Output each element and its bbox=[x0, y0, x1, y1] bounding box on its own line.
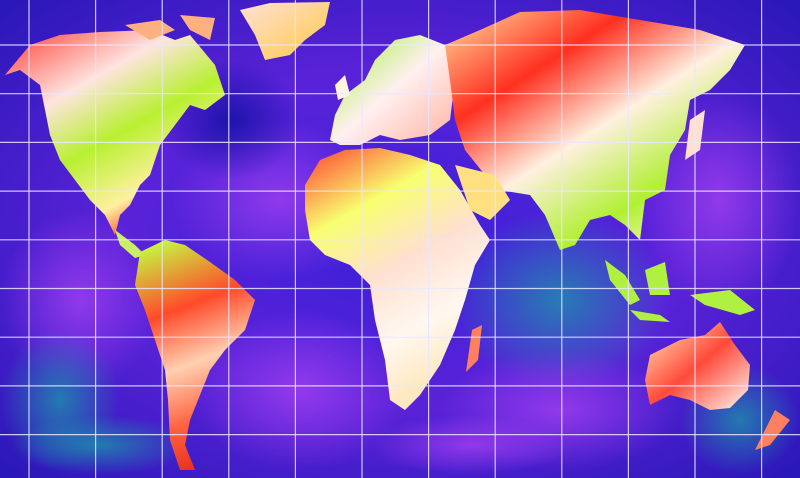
asia bbox=[445, 10, 745, 250]
continents bbox=[5, 2, 790, 470]
north-america bbox=[5, 30, 225, 235]
europe bbox=[330, 35, 455, 145]
ocean-texture bbox=[0, 60, 800, 475]
new-zealand bbox=[755, 410, 790, 450]
indonesia bbox=[605, 260, 755, 322]
central-america bbox=[115, 230, 145, 258]
africa bbox=[305, 148, 490, 410]
south-america bbox=[135, 240, 255, 470]
arabia bbox=[455, 165, 510, 220]
australia bbox=[645, 322, 750, 410]
arctic-islands bbox=[125, 15, 215, 40]
